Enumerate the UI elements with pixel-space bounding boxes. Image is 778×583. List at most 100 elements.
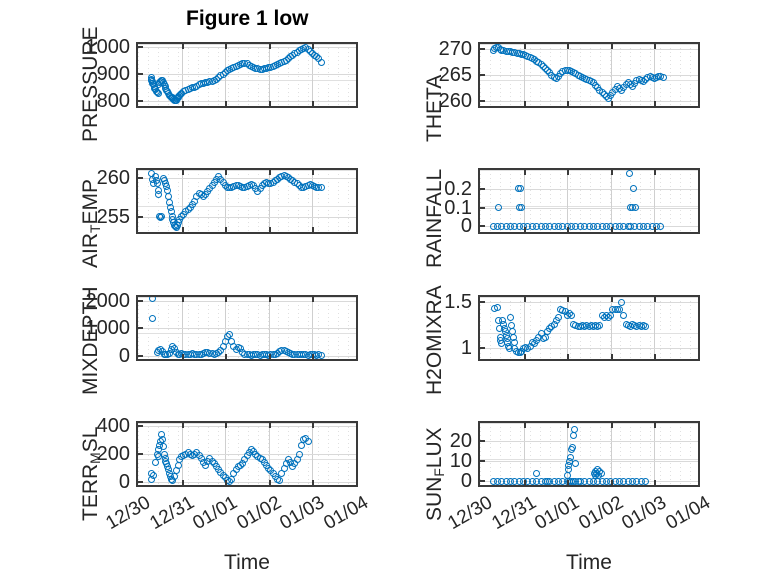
xtick-mark — [567, 480, 570, 485]
gridline-vertical — [698, 44, 699, 106]
ylabel-rainfall: RAINFALL — [423, 168, 446, 268]
data-point — [158, 213, 166, 220]
ytick-label: 260 — [96, 166, 130, 189]
axes-air_temp — [136, 168, 358, 234]
minor-gridlines — [480, 423, 698, 485]
xtick-mark — [181, 170, 184, 175]
ytick-label: 1.5 — [444, 291, 472, 314]
xtick-mark — [312, 170, 315, 175]
data-point — [568, 443, 576, 451]
gridline-vertical — [610, 423, 612, 485]
xtick-mark — [181, 354, 184, 359]
xtick-mark — [610, 354, 613, 359]
xtick-mark — [610, 44, 613, 49]
xtick-mark — [268, 480, 271, 485]
gridline-horizontal — [480, 75, 698, 76]
xtick-mark — [567, 297, 570, 302]
xtick-mark — [610, 480, 613, 485]
gridline-horizontal — [138, 46, 356, 48]
gridline-vertical — [654, 170, 656, 232]
xtick-mark — [567, 227, 570, 232]
xtick-mark — [698, 354, 700, 359]
xtick-mark — [567, 170, 570, 175]
xtick-mark — [225, 354, 228, 359]
ytick-mark — [480, 99, 485, 102]
ytick-label: 1000 — [85, 35, 131, 58]
ytick-mark — [480, 460, 485, 462]
data-point — [317, 184, 325, 192]
ytick-mark — [480, 187, 485, 190]
gridline-horizontal — [480, 441, 698, 442]
ytick-mark — [138, 300, 143, 303]
xtick-mark — [654, 354, 657, 359]
data-point — [563, 471, 571, 479]
ytick-mark — [138, 215, 143, 218]
xtick-mark — [312, 480, 315, 485]
ytick-label: 0.1 — [444, 196, 472, 219]
xtick-mark — [698, 480, 700, 485]
axes-terr_msl — [136, 421, 358, 487]
data-point — [295, 450, 303, 458]
xtick-mark — [523, 354, 526, 359]
ytick-label: 1 — [460, 337, 472, 360]
xtick-mark — [356, 297, 358, 302]
data-point — [317, 351, 325, 359]
data-point — [153, 179, 161, 187]
data-point — [304, 437, 312, 445]
ytick-mark — [480, 301, 485, 304]
gridline-vertical — [567, 170, 569, 232]
xtick-mark — [567, 44, 570, 49]
ytick-mark — [480, 74, 485, 76]
ytick-label: 10 — [449, 450, 472, 472]
gridline-vertical — [698, 423, 699, 485]
xtick-mark — [523, 101, 526, 106]
ytick-label: 200 — [96, 443, 130, 465]
gridline-horizontal — [480, 207, 698, 209]
xtick-mark — [225, 480, 228, 485]
ytick-mark — [138, 481, 143, 484]
xtick-mark — [181, 297, 184, 302]
data-point — [642, 477, 650, 485]
gridline-horizontal — [480, 461, 698, 462]
ytick-label: 260 — [438, 89, 472, 112]
ytick-label: 0 — [460, 215, 472, 238]
ytick-label: 1000 — [85, 317, 131, 340]
ylabel-sun_flux: SUNFLUX — [423, 427, 448, 521]
xlabel-time: Time — [224, 551, 270, 574]
data-point — [569, 431, 577, 439]
data-point — [298, 442, 305, 450]
xtick-mark — [268, 354, 271, 359]
gridline-vertical — [567, 297, 569, 359]
data-point — [616, 306, 624, 314]
xtick-mark — [312, 354, 315, 359]
xtick-mark — [523, 480, 526, 485]
data-point — [568, 311, 576, 319]
data-point — [571, 459, 579, 467]
gridline-horizontal — [138, 425, 356, 427]
data-point — [595, 471, 603, 479]
gridline-horizontal — [480, 188, 698, 190]
xtick-mark — [654, 297, 657, 302]
gridline-vertical — [225, 170, 227, 232]
axes-theta — [478, 42, 700, 108]
data-point — [629, 204, 637, 212]
gridline-vertical — [181, 44, 183, 106]
gridline-horizontal — [138, 216, 356, 218]
xtick-mark — [610, 227, 613, 232]
gridline-vertical — [523, 170, 525, 232]
axes-pressure — [136, 42, 358, 108]
xtick-mark — [356, 480, 358, 485]
gridline-horizontal — [138, 328, 356, 330]
gridline-horizontal — [138, 482, 356, 484]
xtick-mark — [312, 44, 315, 49]
xtick-mark — [654, 170, 657, 175]
xtick-mark — [181, 101, 184, 106]
ytick-mark — [138, 99, 143, 102]
xtick-mark — [225, 297, 228, 302]
xtick-mark — [698, 44, 700, 49]
ytick-mark — [480, 440, 485, 442]
data-point — [657, 222, 665, 230]
gridline-vertical — [268, 297, 270, 359]
ylabel-air_temp: AIRTEMP — [79, 179, 104, 268]
